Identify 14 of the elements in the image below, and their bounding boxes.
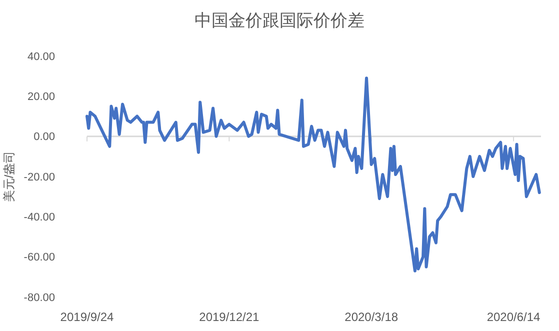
y-tick-label: 0.00 <box>34 131 55 144</box>
x-tick-label: 2019/9/24 <box>60 310 114 324</box>
y-axis-title: 美元/盎司 <box>2 150 16 202</box>
y-tick-label: -20.00 <box>24 171 55 184</box>
y-tick-label: -40.00 <box>24 212 55 224</box>
y-tick-label: 20.00 <box>27 91 55 104</box>
y-tick-label: -80.00 <box>24 292 55 304</box>
y-tick-label: 40.00 <box>27 50 55 63</box>
y-tick-label: -60.00 <box>24 252 55 264</box>
chart-title: 中国金价跟国际价价差 <box>194 11 364 30</box>
x-tick-label: 2020/6/14 <box>486 310 541 324</box>
x-tick-label: 2019/12/21 <box>199 310 260 324</box>
x-tick-label: 2020/3/18 <box>344 310 398 324</box>
line-series <box>86 76 541 272</box>
